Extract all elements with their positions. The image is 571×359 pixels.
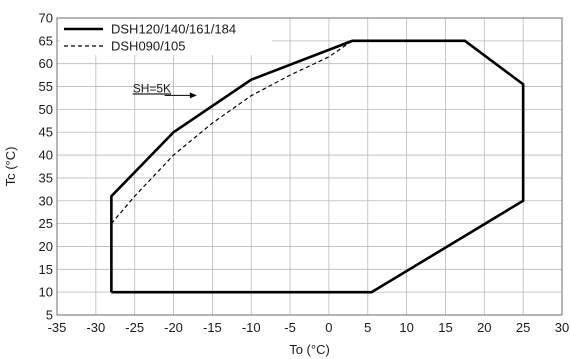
- y-tick-label: 45: [39, 125, 53, 140]
- x-tick-label: -30: [86, 320, 105, 335]
- legend-background: [60, 19, 272, 55]
- y-tick-label: 5: [46, 308, 53, 323]
- y-axis-label: Tc (°C): [3, 147, 18, 187]
- x-axis-label: To (°C): [289, 342, 330, 357]
- x-tick-label: 20: [477, 320, 491, 335]
- x-tick-label: -25: [125, 320, 144, 335]
- y-tick-labels: 5 10 15 20 25 30 35 40 45 50 55 60 65 70: [39, 11, 53, 323]
- y-tick-label: 70: [39, 11, 53, 26]
- chart-grid: [56, 17, 563, 316]
- y-tick-label: 35: [39, 170, 53, 185]
- x-tick-label: 5: [364, 320, 371, 335]
- y-tick-label: 20: [39, 239, 53, 254]
- y-tick-label: 25: [39, 216, 53, 231]
- y-tick-label: 50: [39, 102, 53, 117]
- x-tick-labels: -35 -30 -25 -20 -15 -10 -5 0 5 10 15 20 25 30: [48, 320, 570, 335]
- y-tick-label: 30: [39, 193, 53, 208]
- superheat-annotation: SH=5K: [133, 81, 197, 99]
- x-tick-label: -10: [242, 320, 261, 335]
- y-tick-label: 55: [39, 79, 53, 94]
- plot-frame: [56, 17, 563, 316]
- y-tick-label: 15: [39, 262, 53, 277]
- arrow-head-icon: [189, 92, 197, 99]
- legend-label-dsh120: DSH120/140/161/184: [111, 22, 236, 37]
- series-layer: [110, 39, 525, 294]
- series-line-solid: [110, 39, 525, 294]
- x-tick-label: 25: [516, 320, 530, 335]
- x-tick-label: 15: [438, 320, 452, 335]
- series-line-dashed: [110, 40, 353, 225]
- x-tick-label: -35: [48, 320, 67, 335]
- x-tick-label: -15: [203, 320, 222, 335]
- chart-legend: DSH120/140/161/184 DSH090/105: [60, 19, 272, 55]
- x-tick-label: -20: [164, 320, 183, 335]
- x-tick-label: 0: [325, 320, 332, 335]
- annotation-text: SH=5K: [133, 81, 171, 95]
- y-tick-label: 40: [39, 148, 53, 163]
- y-tick-label: 65: [39, 33, 53, 48]
- y-tick-label: 10: [39, 285, 53, 300]
- x-tick-label: 10: [399, 320, 413, 335]
- x-tick-label: 30: [555, 320, 569, 335]
- x-tick-label: -5: [284, 320, 296, 335]
- legend-label-dsh090: DSH090/105: [111, 39, 185, 54]
- y-tick-label: 60: [39, 56, 53, 71]
